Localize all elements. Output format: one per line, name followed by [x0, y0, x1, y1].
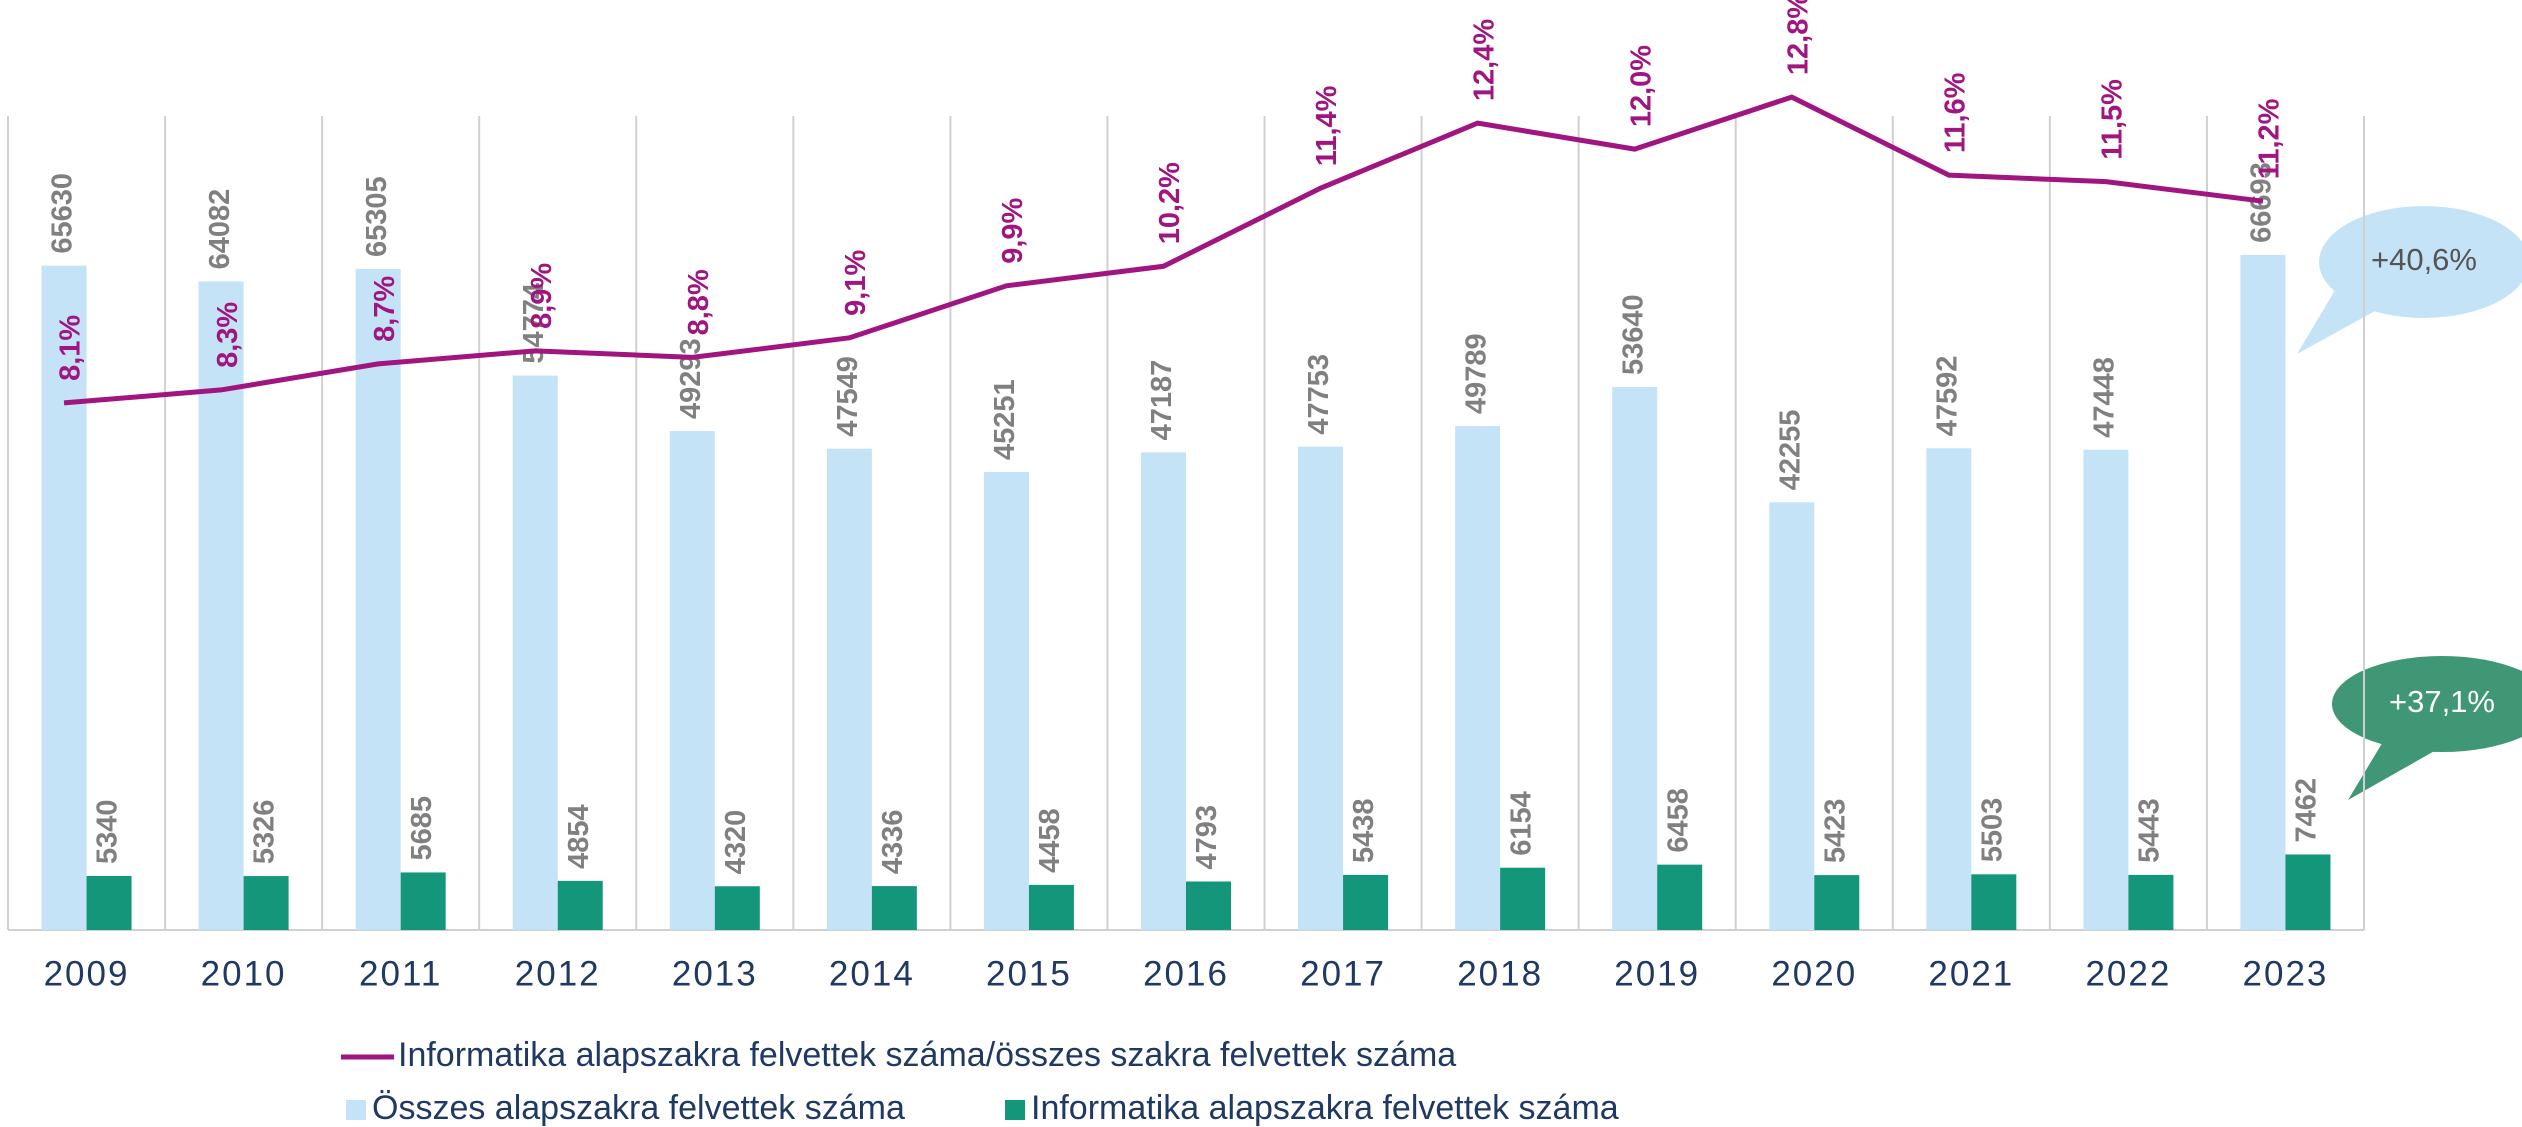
line-value-label: 12,0% — [1625, 45, 1657, 127]
bar-value-label: 5503 — [1976, 798, 2008, 863]
annotation: +37,1% — [2389, 684, 2495, 719]
x-tick-label: 2015 — [986, 954, 1072, 993]
annotation: +40,6% — [2371, 242, 2477, 277]
x-tick-label: 2023 — [2243, 954, 2329, 993]
bar-value-label: 49789 — [1460, 333, 1492, 414]
bar — [1657, 864, 1703, 930]
bar — [871, 886, 917, 930]
bar — [1298, 446, 1344, 930]
bar — [2240, 254, 2286, 930]
legend-swatch — [346, 1100, 366, 1120]
bar-value-label: 47187 — [1146, 360, 1178, 441]
x-tick-label: 2017 — [1300, 954, 1386, 993]
bar-value-label: 42255 — [1774, 410, 1806, 491]
x-tick-label: 2013 — [672, 954, 758, 993]
bar-value-label: 5423 — [1819, 799, 1851, 864]
line-value-label: 8,8% — [683, 269, 715, 335]
line-value-label: 8,3% — [212, 302, 244, 368]
bar-value-label: 5438 — [1348, 798, 1380, 863]
x-tick-label: 2020 — [1771, 954, 1857, 993]
line-value-label: 9,9% — [997, 197, 1029, 263]
legend-label: Informatika alapszakra felvettek száma — [1031, 1089, 1619, 1127]
line-value-label: 8,1% — [55, 315, 87, 381]
bar — [1343, 874, 1389, 930]
bar-value-label: 5340 — [92, 799, 124, 864]
bar — [826, 448, 872, 930]
bar-value-label: 4854 — [563, 804, 595, 869]
callout-bubble — [2319, 206, 2522, 318]
bar — [400, 872, 446, 930]
line-value-label: 8,7% — [369, 276, 401, 342]
bar — [86, 875, 132, 930]
bar-value-label: 53640 — [1617, 294, 1649, 375]
bar — [1612, 387, 1658, 930]
x-tick-label: 2009 — [44, 954, 130, 993]
x-tick-label: 2012 — [515, 954, 601, 993]
bar — [1028, 884, 1074, 930]
bar-value-label: 47753 — [1303, 354, 1335, 435]
bar — [714, 886, 760, 930]
bar — [1455, 426, 1501, 930]
x-tick-label: 2016 — [1143, 954, 1229, 993]
bar — [1769, 502, 1815, 930]
bar-value-label: 49293 — [675, 338, 707, 419]
x-tick-label: 2014 — [829, 954, 915, 993]
bar — [512, 375, 558, 930]
bar-value-label: 4793 — [1191, 805, 1223, 870]
x-tick-label: 2018 — [1457, 954, 1543, 993]
legend-label: Összes alapszakra felvettek száma — [372, 1089, 905, 1127]
x-tick-label: 2019 — [1614, 954, 1700, 993]
bar — [198, 281, 244, 930]
bar-value-label: 5326 — [249, 800, 281, 865]
x-tick-label: 2022 — [2085, 954, 2171, 993]
x-tick-label: 2011 — [359, 954, 442, 993]
line-value-label: 11,5% — [2097, 79, 2129, 160]
line-value-label: 12,8% — [1782, 0, 1814, 75]
bar-value-label: 5443 — [2134, 798, 2166, 863]
bar-value-label: 4320 — [720, 810, 752, 875]
bar — [557, 880, 603, 930]
bar-value-label: 5685 — [406, 796, 438, 861]
bar-value-label: 7462 — [2291, 778, 2323, 843]
bar — [983, 471, 1029, 930]
bar — [2285, 854, 2331, 930]
line-value-label: 11,2% — [2254, 98, 2286, 179]
bar-value-label: 6458 — [1662, 788, 1694, 853]
line-value-label: 11,6% — [1939, 72, 1971, 153]
bar-value-label: 65630 — [47, 173, 79, 254]
line-value-label: 12,4% — [1468, 19, 1500, 101]
bar — [1141, 452, 1186, 930]
x-tick-label: 2021 — [1928, 954, 2014, 993]
bar-value-label: 6154 — [1505, 791, 1537, 856]
legend-swatch — [1005, 1100, 1025, 1120]
bar — [1971, 874, 2017, 930]
line-value-label: 11,4% — [1311, 85, 1343, 166]
bar-value-label: 65305 — [361, 176, 393, 257]
x-tick-label: 2010 — [201, 954, 287, 993]
line-value-label: 9,1% — [840, 250, 872, 316]
bar-value-label: 47549 — [832, 356, 864, 437]
line-value-label: 10,2% — [1154, 162, 1186, 244]
bar — [1814, 875, 1860, 930]
bar — [2128, 874, 2174, 930]
line-value-label: 8,9% — [526, 263, 558, 329]
legend-label: Informatika alapszakra felvettek száma/ö… — [398, 1036, 1456, 1074]
bar — [1500, 867, 1546, 930]
bar-value-label: 45251 — [989, 379, 1021, 460]
bar-value-label: 4458 — [1034, 808, 1066, 873]
bar-value-label: 64082 — [204, 189, 236, 270]
bar-value-label: 47592 — [1931, 356, 1963, 437]
callout-bubble — [2332, 656, 2522, 752]
bar — [669, 431, 715, 930]
bar — [41, 265, 87, 930]
bar — [1926, 448, 1972, 930]
bar-value-label: 4336 — [877, 810, 909, 875]
bar-value-label: 47448 — [2089, 357, 2121, 438]
bar — [2083, 449, 2129, 930]
bar — [1186, 881, 1231, 930]
bar — [355, 268, 401, 931]
line — [63, 94, 2264, 406]
bar — [243, 876, 289, 930]
